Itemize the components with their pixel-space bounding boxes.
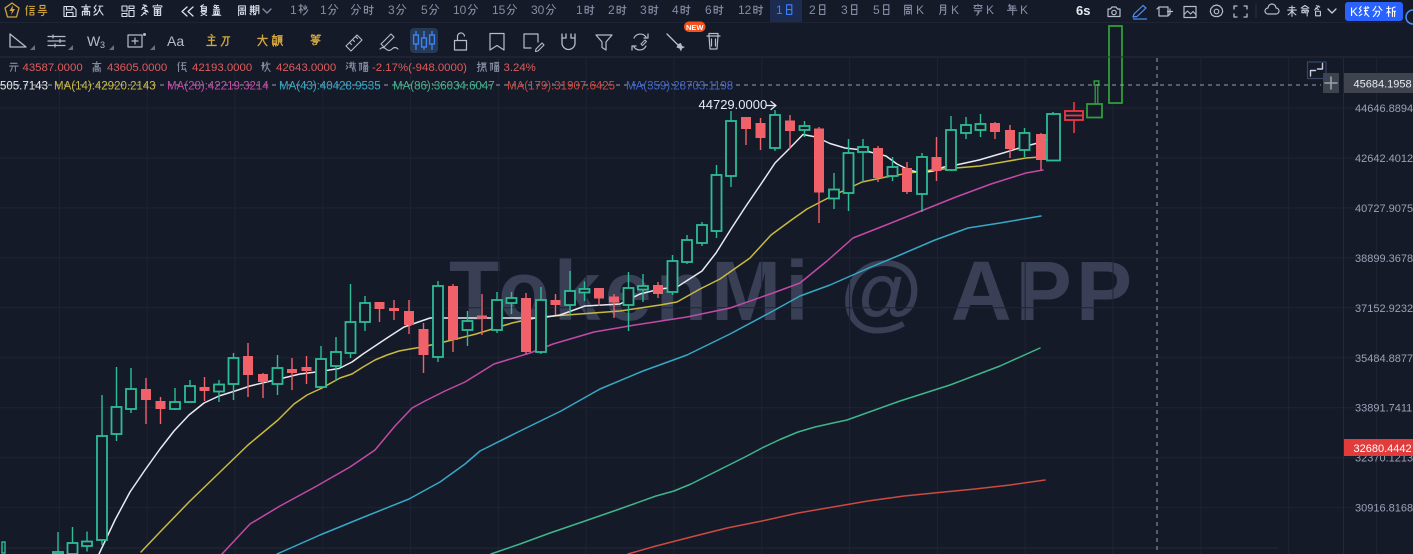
svg-text:505.7143: 505.7143 (0, 81, 48, 93)
svg-text:MA(28):42219.3214: MA(28):42219.3214 (167, 81, 269, 93)
svg-text:K: K (916, 3, 924, 17)
svg-text:45684.1958: 45684.1958 (1354, 79, 1412, 91)
svg-text:6s: 6s (1076, 3, 1090, 18)
svg-text:W: W (87, 33, 101, 49)
svg-text:MA(179):31907.6425: MA(179):31907.6425 (507, 81, 615, 93)
svg-text:30: 30 (531, 3, 545, 17)
svg-text:2: 2 (608, 3, 615, 17)
svg-text:-2.17%(-948.0000): -2.17%(-948.0000) (372, 62, 467, 74)
svg-text:3.24%: 3.24% (504, 62, 536, 74)
svg-text:43605.0000: 43605.0000 (107, 62, 167, 74)
svg-text:4: 4 (672, 3, 679, 17)
svg-text:K: K (1350, 5, 1358, 19)
svg-text:5: 5 (873, 3, 880, 17)
svg-text:6: 6 (705, 3, 712, 17)
svg-text:1: 1 (576, 3, 583, 17)
svg-text:43587.0000: 43587.0000 (23, 62, 83, 74)
svg-text:MA(359):28703.1198: MA(359):28703.1198 (626, 81, 733, 93)
svg-text:3: 3 (640, 3, 647, 17)
svg-text:K: K (1020, 3, 1028, 17)
svg-text:44729.0000: 44729.0000 (699, 97, 768, 112)
svg-text:35484.8877: 35484.8877 (1355, 353, 1413, 365)
svg-text:TokenMi @ APP: TokenMi @ APP (449, 244, 1136, 338)
svg-text:10: 10 (453, 3, 467, 17)
svg-text:44646.8894: 44646.8894 (1355, 103, 1413, 115)
svg-text:Aa: Aa (167, 33, 184, 49)
svg-text:K: K (986, 3, 994, 17)
svg-text:40727.9075: 40727.9075 (1355, 203, 1413, 215)
svg-text:3: 3 (388, 3, 395, 17)
svg-text:42643.0000: 42643.0000 (276, 62, 336, 74)
svg-text:15: 15 (492, 3, 506, 17)
svg-text:2: 2 (809, 3, 816, 17)
svg-text:42193.0000: 42193.0000 (192, 62, 252, 74)
svg-text:1: 1 (320, 3, 327, 17)
svg-text:1: 1 (776, 3, 783, 17)
svg-text:38899.3678: 38899.3678 (1355, 253, 1413, 265)
svg-text:33891.7411: 33891.7411 (1355, 403, 1412, 415)
svg-text:42642.4012: 42642.4012 (1355, 153, 1413, 165)
svg-text:1: 1 (290, 3, 297, 17)
svg-text:MA(14):42920.2143: MA(14):42920.2143 (54, 81, 156, 93)
svg-text:32680.4442: 32680.4442 (1354, 443, 1412, 455)
svg-text:30916.8168: 30916.8168 (1355, 503, 1413, 515)
svg-text:3: 3 (100, 40, 105, 50)
svg-text:K: K (951, 3, 959, 17)
svg-text:37152.9232: 37152.9232 (1355, 303, 1413, 315)
svg-text:MA(43):40428.9535: MA(43):40428.9535 (279, 81, 381, 93)
svg-text:12: 12 (738, 3, 752, 17)
svg-text:MA(86):36034.6047: MA(86):36034.6047 (393, 81, 495, 93)
svg-text:NEW: NEW (686, 23, 704, 32)
svg-text:5: 5 (421, 3, 428, 17)
svg-text:3: 3 (841, 3, 848, 17)
